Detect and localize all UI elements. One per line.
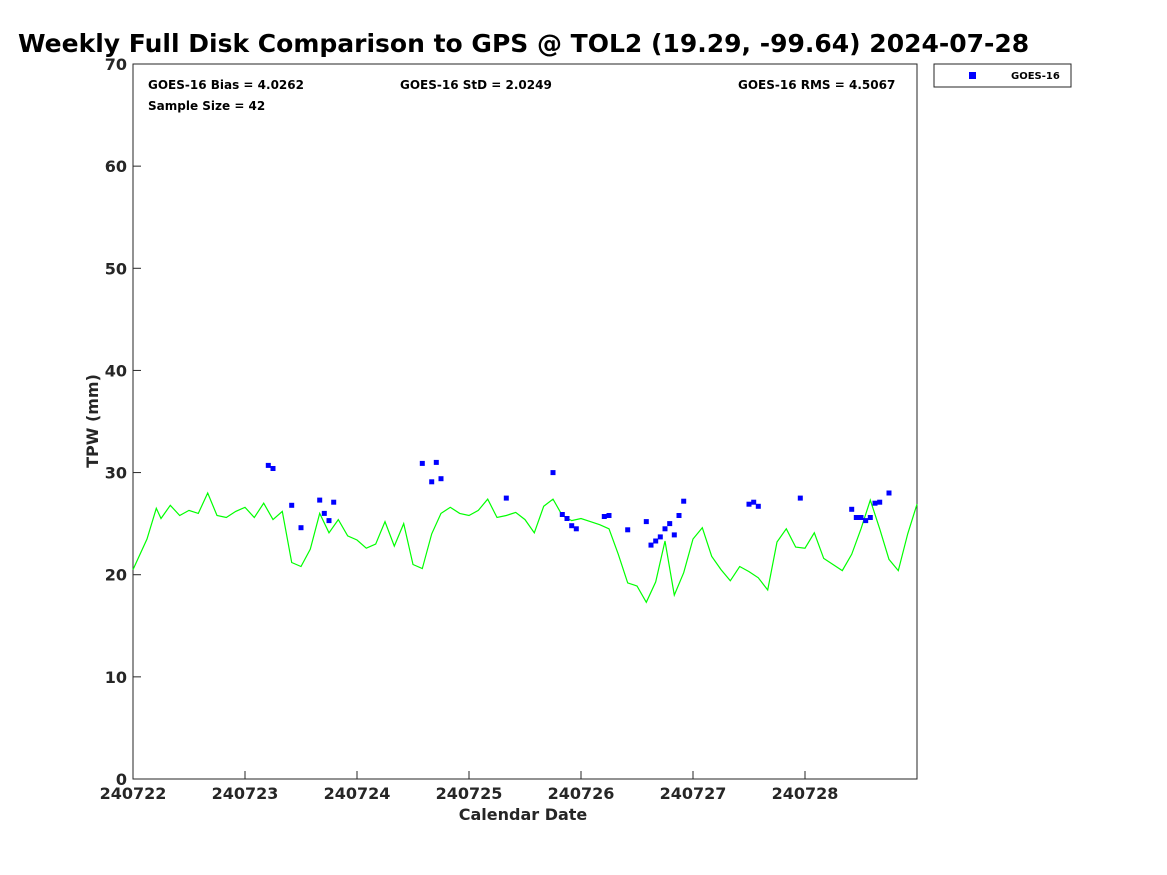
- goes16-point: [419, 460, 425, 466]
- y-tick-label: 70: [105, 55, 127, 74]
- goes16-point: [289, 502, 295, 508]
- goes16-point: [676, 513, 682, 518]
- legend-box: [933, 63, 1072, 88]
- goes16-point: [550, 470, 556, 476]
- goes16-point: [569, 523, 575, 529]
- x-tick-label: 240726: [548, 784, 615, 803]
- y-tick-label: 10: [105, 668, 127, 687]
- x-axis: 240722 240723 240724 240725 240726 240727 2407…: [100, 771, 839, 803]
- goes16-point: [564, 516, 570, 521]
- y-tick-label: 60: [105, 157, 127, 176]
- goes16-point: [265, 462, 271, 468]
- goes16-point: [863, 518, 869, 524]
- gps-series-line: [132, 491, 918, 604]
- y-axis-label: TPW (mm): [83, 374, 102, 468]
- goes16-point: [298, 525, 304, 531]
- x-axis-label: Calendar Date: [459, 805, 588, 824]
- rms-stat: GOES-16 RMS = 4.5067: [738, 78, 895, 92]
- goes16-point: [606, 513, 612, 518]
- goes16-point: [853, 515, 859, 520]
- x-tick-label: 240728: [772, 784, 839, 803]
- goes16-point: [317, 497, 323, 503]
- goes16-point: [433, 459, 439, 465]
- legend-marker-goes16: [969, 72, 976, 79]
- goes16-point: [671, 532, 677, 538]
- goes16-point: [573, 526, 579, 532]
- y-tick-label: 40: [105, 361, 127, 380]
- goes16-point: [503, 495, 509, 501]
- goes16-point: [643, 519, 649, 525]
- goes16-point: [755, 503, 761, 509]
- goes16-point: [601, 514, 607, 519]
- chart-title: Weekly Full Disk Comparison to GPS @ TOL…: [18, 29, 1029, 58]
- goes16-point: [849, 506, 855, 512]
- goes16-point: [321, 510, 327, 516]
- x-tick-label: 240724: [324, 784, 391, 803]
- goes16-point: [270, 466, 276, 471]
- goes16-point: [662, 526, 668, 532]
- goes16-point: [429, 479, 435, 485]
- goes16-point: [657, 534, 663, 540]
- goes16-point: [886, 490, 892, 496]
- sample-size-stat: Sample Size = 42: [148, 99, 265, 113]
- goes16-point: [797, 495, 803, 501]
- goes16-point: [858, 515, 864, 520]
- goes16-point: [625, 527, 631, 533]
- legend-label-goes16: GOES-16: [1011, 71, 1060, 82]
- y-axis: 0 10 20 30 40 50 60 70: [105, 55, 141, 789]
- goes16-point: [751, 499, 757, 505]
- y-tick-label: 20: [105, 566, 127, 585]
- goes16-point: [681, 498, 687, 504]
- goes16-point: [877, 499, 883, 505]
- goes16-point: [648, 542, 654, 548]
- goes16-series-points: [265, 459, 892, 548]
- x-tick-label: 240727: [660, 784, 727, 803]
- gps-tpw-line: [132, 491, 918, 604]
- x-tick-label: 240723: [212, 784, 279, 803]
- goes16-point: [559, 512, 565, 517]
- goes16-point: [667, 521, 673, 527]
- std-stat: GOES-16 StD = 2.0249: [400, 78, 552, 92]
- x-tick-label: 240725: [436, 784, 503, 803]
- stats-block: GOES-16 Bias = 4.0262 GOES-16 StD = 2.02…: [148, 78, 895, 113]
- goes16-point: [746, 501, 752, 507]
- bias-stat: GOES-16 Bias = 4.0262: [148, 78, 304, 92]
- goes16-point: [438, 476, 444, 482]
- goes16-point: [872, 500, 878, 506]
- x-tick-label: 240722: [100, 784, 167, 803]
- goes16-point: [326, 518, 332, 524]
- goes16-point: [653, 538, 659, 544]
- goes16-point: [331, 499, 337, 505]
- y-tick-label: 50: [105, 259, 127, 278]
- plot-area: [132, 63, 918, 780]
- legend: GOES-16: [933, 63, 1072, 88]
- y-tick-label: 0: [116, 770, 127, 789]
- plot-frame: [132, 63, 918, 780]
- y-tick-label: 30: [105, 464, 127, 483]
- goes16-point: [867, 515, 873, 520]
